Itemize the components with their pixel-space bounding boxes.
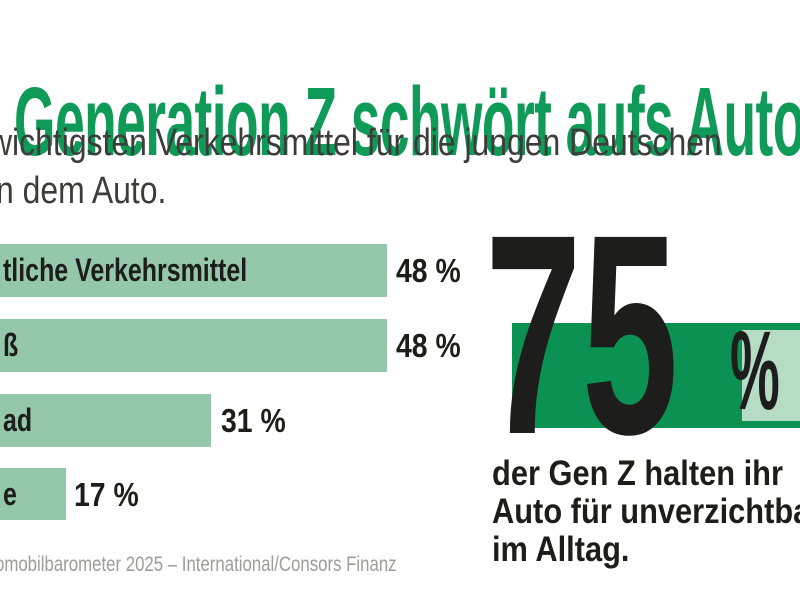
bar-label-bicycle: ad [3, 402, 33, 438]
subtitle-line-1: wichtigsten Verkehrsmittel für die junge… [0, 122, 722, 164]
bar-other [0, 468, 66, 520]
bar-value-bicycle: 31 % [221, 402, 286, 439]
subtitle-line-2: n dem Auto. [0, 170, 167, 212]
bar-value-public-transport: 48 % [396, 252, 461, 289]
highlight-value: 75 [485, 176, 679, 494]
page-title: Generation Z schwört aufs Auto [14, 66, 800, 176]
highlight-percent-sign: % [730, 308, 780, 433]
bar-label-public-transport: tliche Verkehrsmittel [3, 252, 248, 288]
bar-public-transport [0, 244, 387, 297]
caption-line-2: Auto für unverzichtbar [492, 492, 800, 531]
bar-bicycle [0, 394, 211, 447]
caption-line-1: der Gen Z halten ihr [492, 454, 783, 493]
caption-line-3: im Alltag. [492, 530, 630, 569]
bar-label-other: e [3, 476, 17, 512]
bar-on-foot [0, 319, 387, 372]
bar-value-on-foot: 48 % [396, 327, 461, 364]
highlight-band-remainder [742, 330, 800, 421]
source-note: omobilbarometer 2025 – International/Con… [0, 553, 397, 576]
bar-value-other: 17 % [74, 476, 139, 513]
bar-label-on-foot: ß [3, 327, 19, 363]
highlight-caption: der Gen Z halten ihr Auto für unverzicht… [492, 455, 800, 569]
